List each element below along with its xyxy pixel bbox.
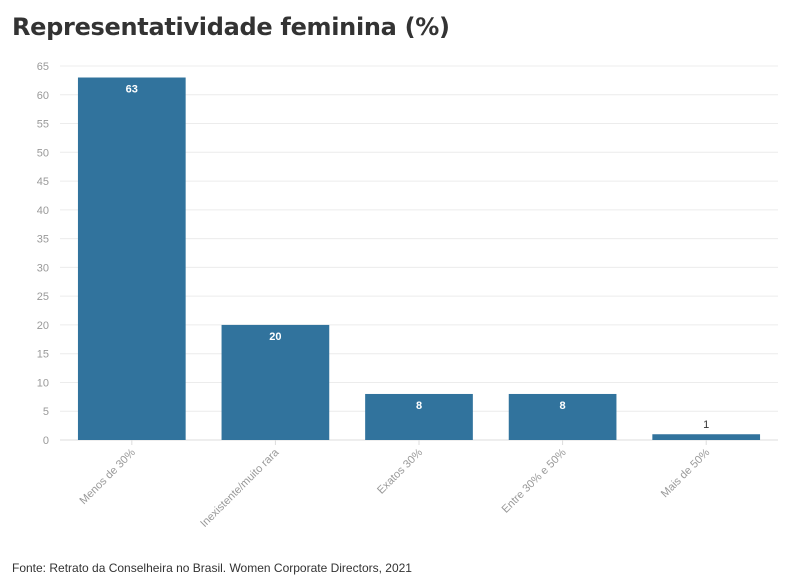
y-tick-label: 0	[43, 435, 49, 447]
y-tick-label: 25	[37, 291, 49, 303]
y-tick-label: 45	[37, 176, 49, 188]
y-tick-label: 40	[37, 205, 49, 217]
y-tick-label: 10	[37, 377, 49, 389]
bars	[77, 77, 761, 440]
y-tick-label: 20	[37, 320, 49, 332]
data-labels: 63 20 8 8 1	[126, 84, 710, 432]
y-axis-ticks: 0 5 10 15 20 25 30 35 40 45 50 55 60 65	[37, 61, 49, 447]
x-tick-label: Mais de 50%	[659, 446, 713, 500]
y-tick-label: 15	[37, 349, 49, 361]
x-tick-label: Entre 30% e 50%	[500, 446, 569, 515]
y-tick-label: 55	[37, 119, 49, 131]
bar	[221, 324, 330, 440]
data-label: 20	[269, 331, 281, 343]
y-tick-label: 5	[43, 406, 49, 418]
x-axis-ticks: Menos de 30% Inexistente/muito rara Exatos…	[78, 440, 713, 530]
chart-title: Representatividade feminina (%)	[12, 13, 450, 41]
x-tick-label: Menos de 30%	[78, 446, 139, 507]
x-tick-label: Exatos 30%	[375, 446, 425, 496]
data-label: 63	[126, 84, 138, 96]
y-tick-label: 65	[37, 61, 49, 73]
source-note: Fonte: Retrato da Conselheira no Brasil.…	[12, 561, 412, 575]
bar	[365, 393, 473, 440]
bar	[508, 393, 617, 440]
x-tick-label: Inexistente/muito rara	[198, 446, 282, 530]
bar	[77, 77, 186, 440]
data-label: 1	[703, 419, 709, 431]
y-tick-label: 35	[37, 234, 49, 246]
data-label: 8	[560, 400, 566, 412]
y-tick-label: 30	[37, 262, 49, 274]
y-tick-label: 60	[37, 90, 49, 102]
data-label: 8	[416, 400, 422, 412]
y-tick-label: 50	[37, 147, 49, 159]
bar	[652, 434, 761, 440]
